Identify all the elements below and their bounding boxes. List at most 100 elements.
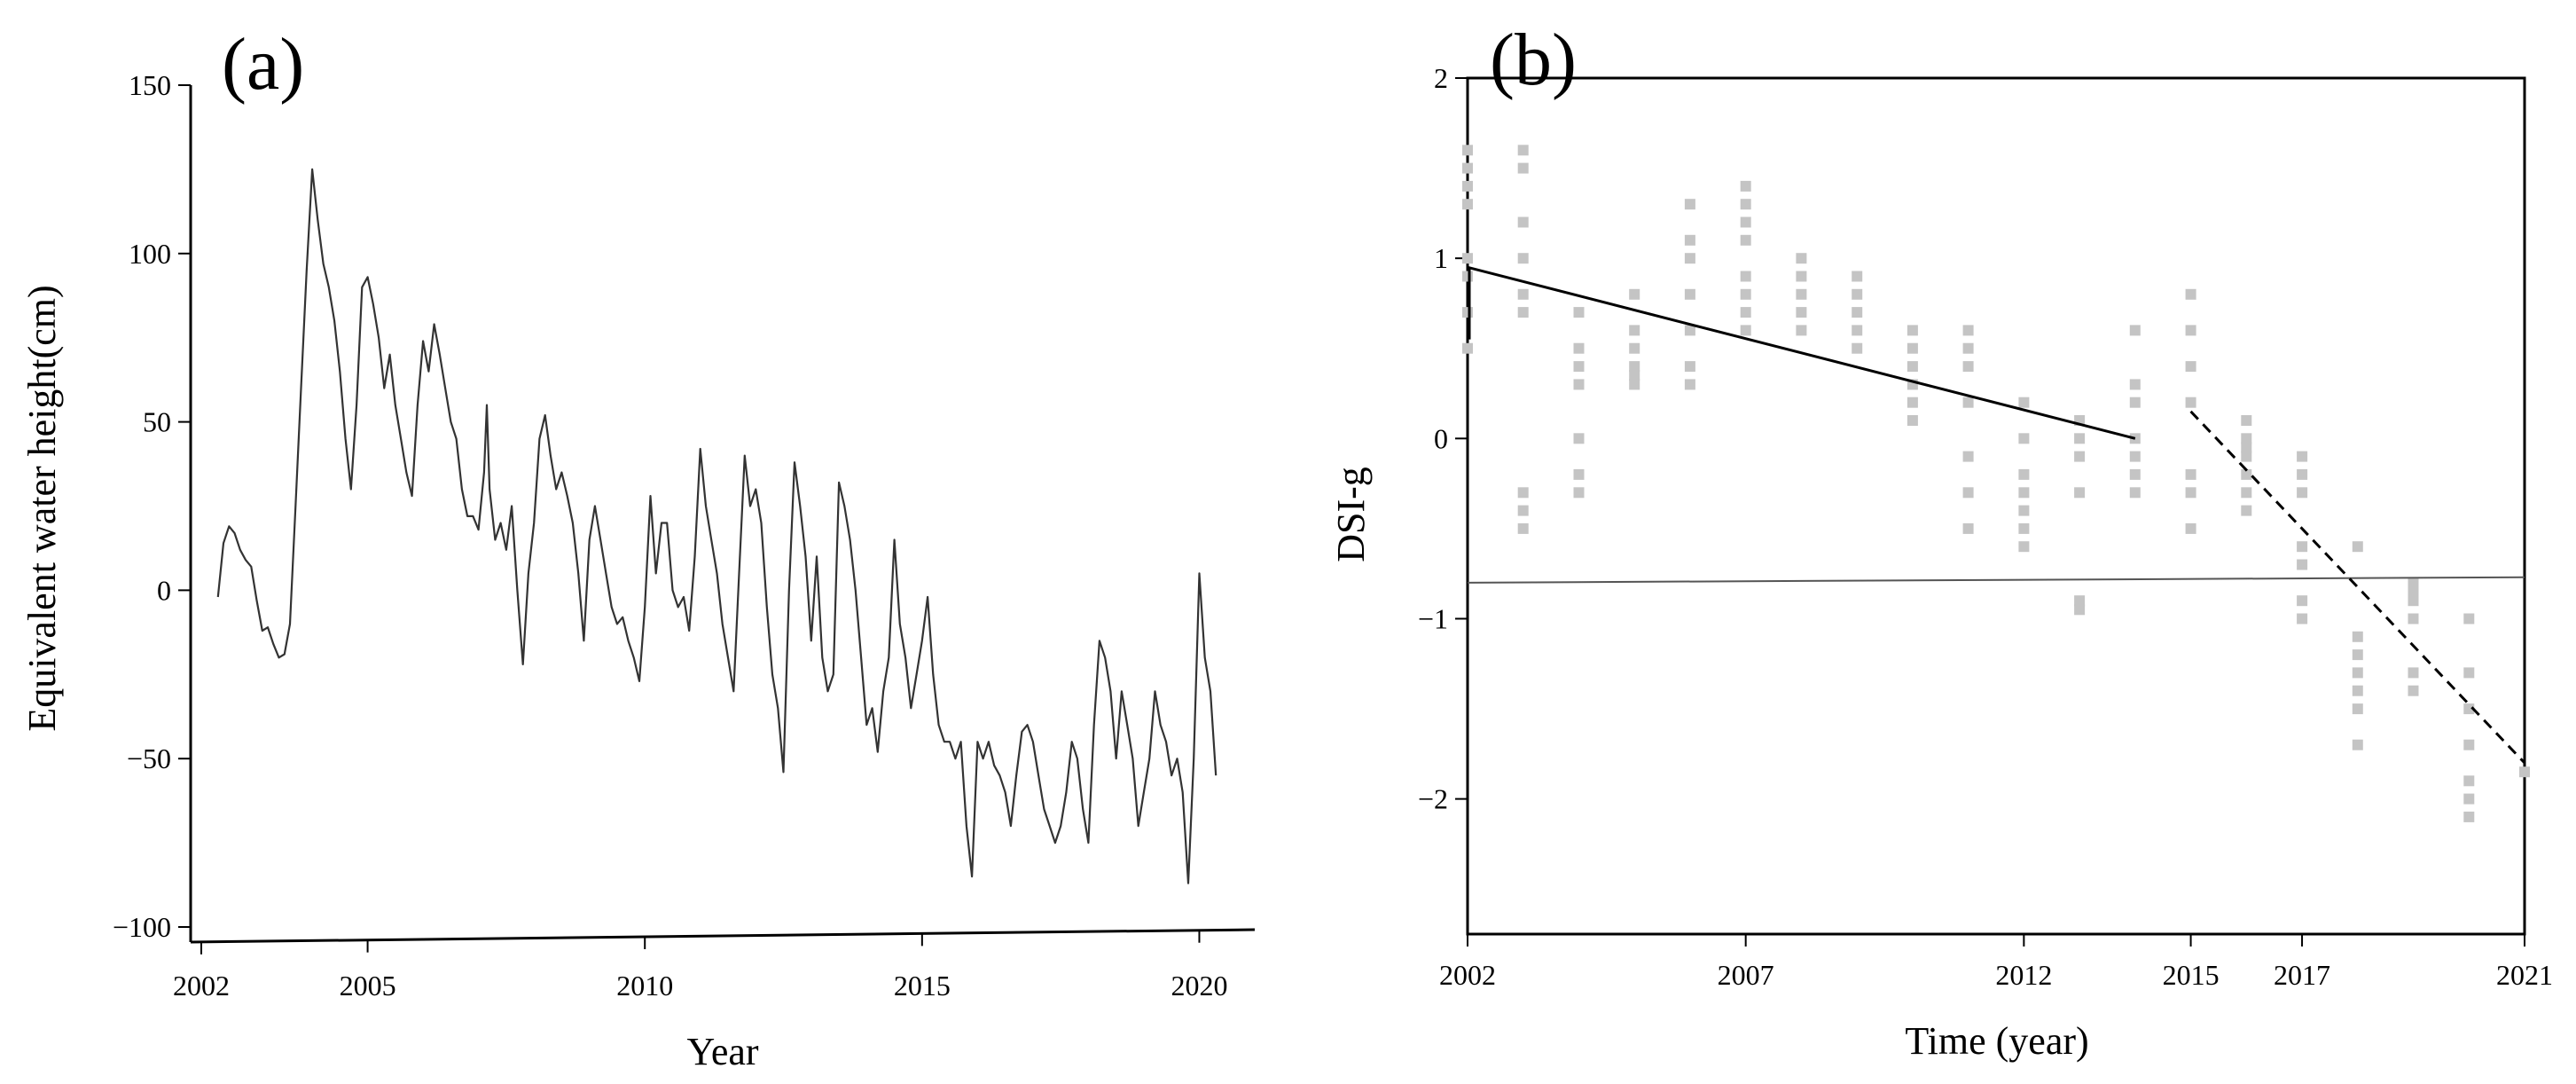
- panel-b-data-point: [1462, 162, 1473, 174]
- panel-b-data-point: [2241, 468, 2252, 480]
- panel-a-y-tick-label: 0: [157, 574, 171, 606]
- panel-b-lines: [1467, 265, 2526, 765]
- panel-a-x-tick-label: 2010: [616, 970, 673, 1002]
- panel-b-data-point: [1796, 307, 1807, 318]
- panel-b-data-point: [1962, 342, 1974, 354]
- panel-b-data-point: [2463, 667, 2475, 679]
- panel-b-data-point: [1684, 253, 1695, 264]
- panel-b-data-point: [2408, 595, 2419, 607]
- panel-b-data-point: [2463, 775, 2475, 787]
- panel-b-y-axis-title: DSI-g: [1329, 467, 1373, 562]
- panel-a-series-line: [216, 168, 1218, 884]
- panel-b-data-point: [1796, 253, 1807, 264]
- panel-b-data-point: [1740, 216, 1751, 228]
- panel-b-data-point: [2352, 739, 2363, 750]
- panel-b-data-point: [2185, 288, 2196, 300]
- panel-b-data-point: [2129, 397, 2141, 408]
- panel-b-data-point: [2241, 415, 2252, 426]
- panel-b-data-point: [2352, 685, 2363, 696]
- panel-a-y-axis-title: Equivalent water height(cm): [20, 285, 64, 731]
- panel-b-data-point: [2018, 433, 2030, 444]
- panel-b-data-point: [2018, 522, 2030, 534]
- panel-b-data-point: [2241, 451, 2252, 462]
- panel-a-y-tick-label: 100: [129, 238, 171, 270]
- panel-b-data-point: [1907, 325, 1918, 336]
- panel-b-data-point: [2129, 379, 2141, 390]
- panel-b-data-point: [2463, 811, 2475, 822]
- panel-b-data-point: [2185, 361, 2196, 373]
- panel-b-data-point: [1684, 325, 1695, 336]
- panel-b-data-point: [1462, 199, 1473, 210]
- panel-a-y-tick-label: 50: [143, 406, 171, 438]
- panel-b-data-point: [2241, 442, 2252, 453]
- panel-b-data-point: [1462, 253, 1473, 264]
- panel-b-data-point: [1684, 288, 1695, 300]
- panel-b-data-point: [2352, 667, 2363, 679]
- panel-b-data-point: [1573, 433, 1585, 444]
- panel-b-data-point: [2519, 766, 2530, 778]
- panel-b-data-point: [1962, 397, 1974, 408]
- panel-b-x-tick-label: 2017: [2274, 959, 2330, 991]
- panel-b-data-point: [1852, 288, 1863, 300]
- panel-b-data-point: [1907, 397, 1918, 408]
- panel-b-data-point: [2185, 487, 2196, 499]
- panel-b-data-point: [2297, 613, 2308, 624]
- panel-b-data-point: [1962, 325, 1974, 336]
- panel-b-label: (b): [1490, 19, 1577, 101]
- panel-b-data-point: [1517, 505, 1529, 516]
- panel-b-data-point: [2297, 487, 2308, 499]
- panel-b-data-point: [2408, 685, 2419, 696]
- panel-b-data-point: [1852, 325, 1863, 336]
- panel-b-data-point: [2185, 522, 2196, 534]
- panel-a-x-tick-label: 2002: [173, 970, 230, 1002]
- panel-b-data-point: [1573, 361, 1585, 373]
- panel-b-data-point: [1796, 325, 1807, 336]
- panel-a-label: (a): [222, 23, 304, 106]
- panel-b-data-point: [1573, 468, 1585, 480]
- panel-b-data-point: [1629, 342, 1640, 354]
- panel-b-data-point: [1740, 307, 1751, 318]
- panel-b-data-point: [1684, 361, 1695, 373]
- panel-b-y-tick-label: 1: [1434, 242, 1448, 274]
- panel-b-data-point: [1573, 379, 1585, 390]
- panel-a-x-tick-label: 2020: [1171, 970, 1227, 1002]
- panel-b: (b) 2 1 0 −1 −2 2002 2007 2012 2015 2017 2021 Tim…: [1329, 19, 2553, 1063]
- panel-b-data-point: [2297, 468, 2308, 480]
- panel-b-data-point: [2018, 541, 2030, 553]
- panel-b-data-point: [2185, 325, 2196, 336]
- panel-b-x-tick-label: 2015: [2163, 959, 2220, 991]
- panel-a-x-axis: [190, 928, 1256, 944]
- panel-b-data-point: [1573, 307, 1585, 318]
- panel-b-data-point: [2129, 487, 2141, 499]
- panel-a-x-tick-label: 2005: [340, 970, 396, 1002]
- panel-a-x-tick-label: 2015: [894, 970, 951, 1002]
- panel-b-data-point: [2018, 505, 2030, 516]
- panel-a: (a) 150 100 50 0 −50 −100 2002 2005 2010 2015 202…: [20, 23, 1256, 1073]
- panel-b-data-point: [2297, 451, 2308, 462]
- panel-b-x-tick-label: 2007: [1718, 959, 1774, 991]
- panel-b-data-point: [1796, 271, 1807, 282]
- panel-b-data-point: [1962, 451, 1974, 462]
- panel-b-data-point: [2074, 451, 2086, 462]
- panel-b-data-point: [2352, 631, 2363, 642]
- panel-b-data-point: [2129, 451, 2141, 462]
- panel-b-data-point: [2241, 487, 2252, 499]
- panel-b-data-point: [1462, 271, 1473, 282]
- panel-b-data-point: [1740, 199, 1751, 210]
- panel-b-data-point: [1629, 361, 1640, 373]
- panel-b-data-point: [1517, 145, 1529, 156]
- panel-b-data-point: [1462, 307, 1473, 318]
- panel-b-points: [1462, 145, 2530, 822]
- panel-b-trend-line-solid: [1467, 265, 2136, 440]
- panel-b-data-point: [1517, 307, 1529, 318]
- panel-b-data-point: [2241, 505, 2252, 516]
- panel-b-x-tick-label: 2002: [1439, 959, 1496, 991]
- panel-b-data-point: [2463, 613, 2475, 624]
- panel-b-data-point: [1740, 288, 1751, 300]
- panel-b-data-point: [1852, 342, 1863, 354]
- panel-b-data-point: [1852, 271, 1863, 282]
- panel-b-data-point: [1907, 415, 1918, 426]
- panel-b-data-point: [2352, 541, 2363, 553]
- panel-b-data-point: [1517, 487, 1529, 499]
